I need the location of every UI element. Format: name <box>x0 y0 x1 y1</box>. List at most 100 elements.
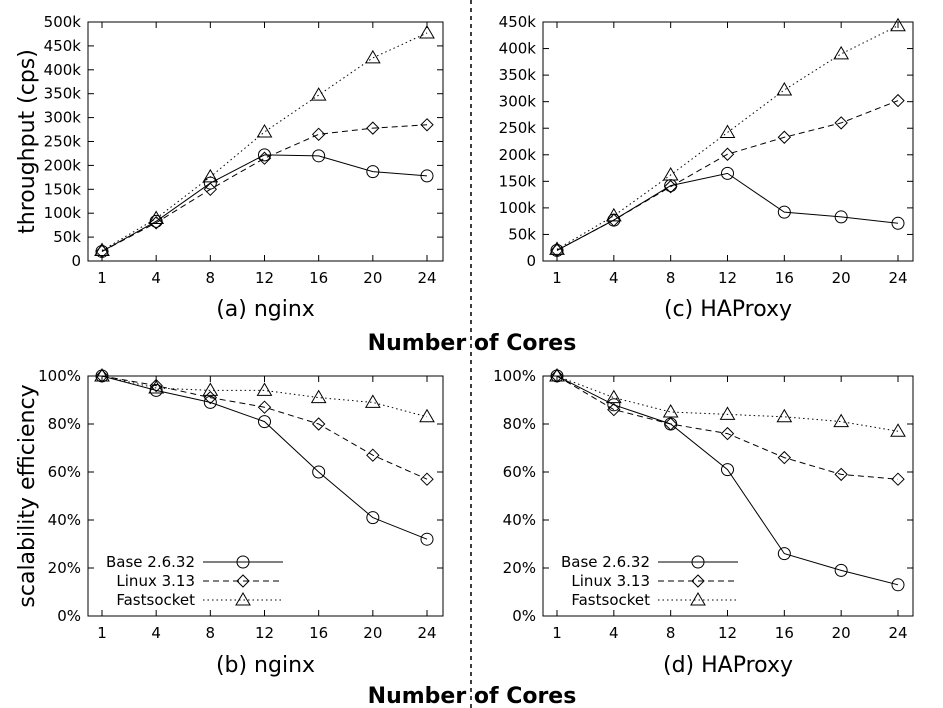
data-point <box>719 124 736 138</box>
data-point <box>420 169 434 183</box>
y-tick-label: 50k <box>53 228 81 246</box>
data-point <box>310 87 327 101</box>
data-point <box>420 118 434 132</box>
y-tick-label: 40% <box>503 511 536 529</box>
data-point <box>549 368 565 382</box>
shared-xlabel-top: Number of Cores <box>368 331 577 356</box>
chart-a: 0 50k 100k 150k 200k 250k 300k 350k 400k 450k 500k… <box>15 13 444 322</box>
y-tick-label: 80% <box>503 415 536 433</box>
y-tick-label: 20% <box>48 559 81 577</box>
data-point <box>312 149 326 163</box>
legend-marker <box>691 555 705 569</box>
y-tick-label: 0 <box>71 252 81 270</box>
series-triangle <box>94 25 435 256</box>
legend-label: Linux 3.13 <box>571 572 650 590</box>
y-tick-label: 400k <box>499 40 537 58</box>
y-tick-label: 0 <box>526 252 536 270</box>
data-point <box>833 413 850 428</box>
series-line <box>556 375 899 480</box>
data-point <box>777 547 791 561</box>
data-point <box>891 216 905 230</box>
x-tick-label: 8 <box>666 269 676 287</box>
data-point <box>549 241 565 255</box>
data-point <box>721 166 734 180</box>
x-tick-label: 20 <box>363 624 382 642</box>
data-point <box>834 563 848 577</box>
series-line <box>556 375 899 432</box>
legend-label: Base 2.6.32 <box>561 553 650 571</box>
data-point <box>607 402 621 417</box>
data-point <box>777 205 791 219</box>
data-point <box>834 210 848 224</box>
data-point <box>149 216 163 230</box>
data-point <box>258 148 271 162</box>
data-point <box>891 578 905 592</box>
x-tick-label: 12 <box>255 624 274 642</box>
data-point <box>721 463 734 477</box>
data-point <box>607 398 621 412</box>
x-tick-label: 1 <box>552 624 562 642</box>
x-tick-label: 20 <box>363 269 382 287</box>
y-tick-label: 60% <box>503 463 536 481</box>
plot-frame <box>87 375 444 617</box>
data-point <box>364 394 381 408</box>
data-point <box>419 25 435 39</box>
data-point <box>776 408 793 423</box>
data-point <box>311 417 326 431</box>
legend-label: Base 2.6.32 <box>106 553 195 571</box>
y-axis-label: throughput (cps) <box>15 49 40 234</box>
chart-title: (c) HAProxy <box>664 297 792 322</box>
data-point <box>607 213 621 227</box>
series-circle <box>550 166 905 257</box>
x-tick-label: 4 <box>151 624 161 642</box>
data-point <box>148 380 165 394</box>
plot-frame <box>542 21 914 262</box>
x-tick-label: 20 <box>832 624 851 642</box>
data-point <box>663 417 678 431</box>
data-point <box>310 389 327 404</box>
data-point <box>550 369 564 383</box>
y-tick-label: 250k <box>499 119 537 137</box>
data-point <box>311 127 326 142</box>
x-tick-label: 16 <box>775 624 794 642</box>
y-tick-label: 100% <box>493 367 536 385</box>
data-point <box>719 406 736 420</box>
data-point <box>366 121 380 135</box>
data-point <box>364 49 381 64</box>
data-point <box>605 207 622 222</box>
data-point <box>833 45 850 60</box>
series-line <box>101 124 428 252</box>
series-diamond <box>550 369 905 486</box>
series-line <box>101 375 428 418</box>
plot-frame <box>87 21 444 262</box>
chart-title: (a) nginx <box>216 297 315 322</box>
x-tick-label: 8 <box>206 624 216 642</box>
data-point <box>777 450 792 465</box>
series-triangle <box>94 368 435 423</box>
y-tick-label: 50k <box>508 225 536 243</box>
y-tick-label: 350k <box>499 66 537 84</box>
series-line <box>556 172 899 251</box>
data-point <box>203 395 217 409</box>
data-point <box>257 400 272 414</box>
data-point <box>891 93 905 108</box>
series-triangle <box>549 17 906 255</box>
data-point <box>890 17 906 32</box>
x-tick-label: 24 <box>417 269 436 287</box>
legend-marker <box>236 555 250 569</box>
data-point <box>202 168 219 183</box>
data-point <box>663 179 678 194</box>
y-tick-label: 150k <box>499 172 537 190</box>
data-point <box>420 472 434 486</box>
y-tick-label: 350k <box>44 85 82 103</box>
data-point <box>256 123 273 138</box>
data-point <box>149 378 163 393</box>
data-point <box>720 147 735 161</box>
series-circle <box>95 369 434 546</box>
legend-marker <box>236 574 250 588</box>
y-tick-label: 100k <box>44 204 82 222</box>
shared-xlabel-bottom: Number of Cores <box>368 684 577 708</box>
data-point <box>776 81 793 96</box>
